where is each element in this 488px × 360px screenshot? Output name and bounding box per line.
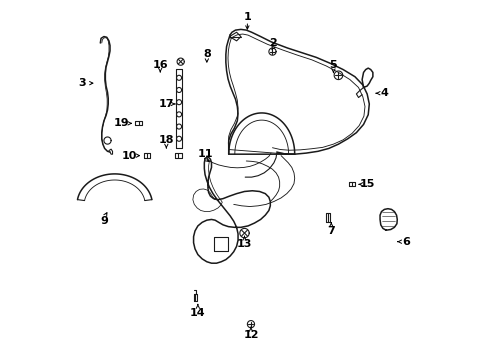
- Text: 19: 19: [114, 118, 129, 128]
- Text: 11: 11: [197, 149, 212, 159]
- Text: 14: 14: [190, 308, 205, 318]
- Text: 9: 9: [101, 216, 108, 226]
- Text: 3: 3: [79, 78, 86, 88]
- Text: 16: 16: [152, 59, 168, 69]
- Text: 13: 13: [236, 239, 252, 249]
- Text: 6: 6: [401, 237, 409, 247]
- Text: 1: 1: [243, 12, 251, 22]
- Text: 2: 2: [269, 38, 277, 48]
- Text: 4: 4: [380, 88, 387, 98]
- Text: 17: 17: [158, 99, 174, 109]
- Text: 15: 15: [359, 179, 374, 189]
- Text: 7: 7: [327, 226, 334, 236]
- Text: 10: 10: [121, 150, 137, 161]
- Text: 18: 18: [158, 135, 174, 145]
- Text: 5: 5: [329, 60, 337, 70]
- Text: 12: 12: [243, 330, 258, 340]
- Text: 8: 8: [203, 49, 210, 59]
